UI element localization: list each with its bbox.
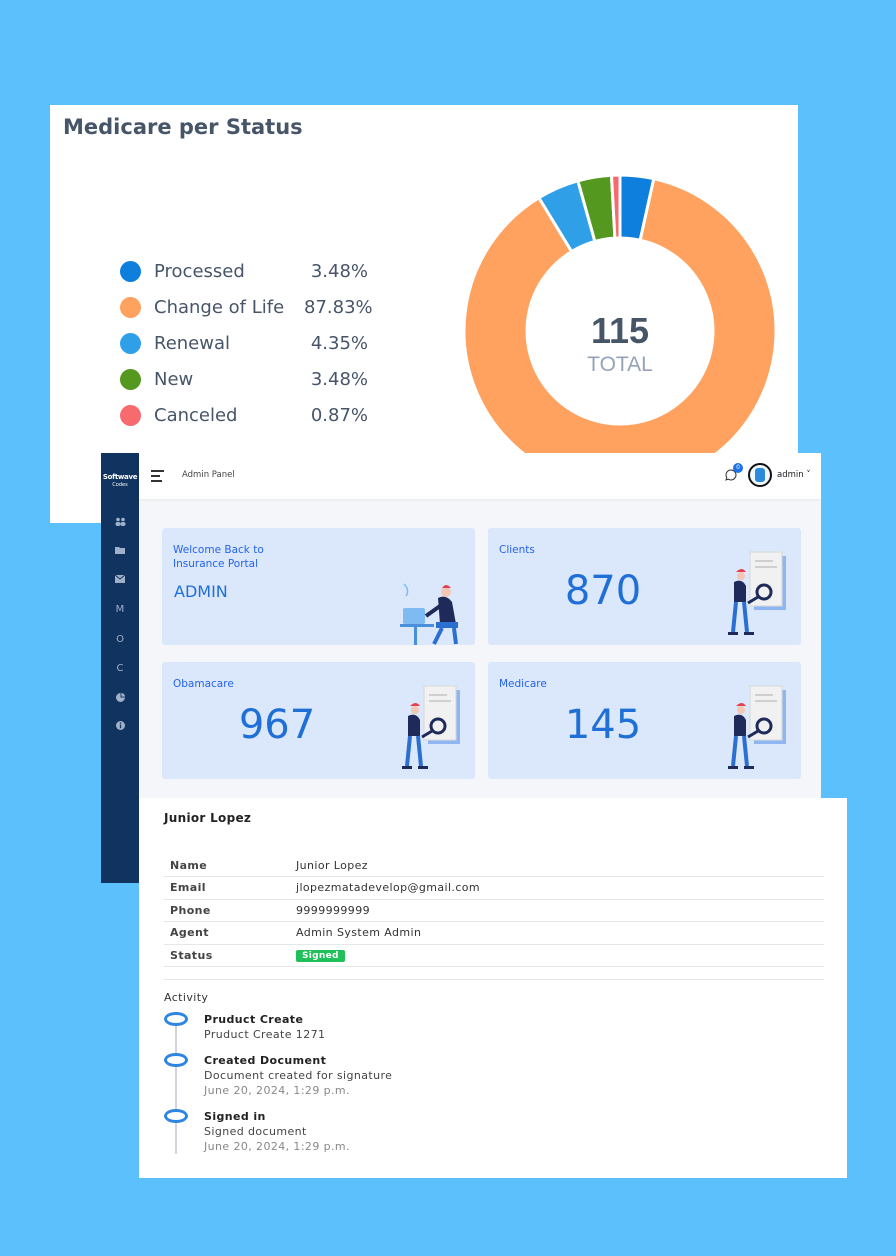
sidebar-folder-icon[interactable] <box>101 546 139 558</box>
activity-date: June 20, 2024, 1:29 p.m. <box>204 1084 350 1097</box>
medicare-count: 145 <box>564 702 642 748</box>
chart-title: Medicare per Status <box>63 115 303 139</box>
clients-count: 870 <box>564 568 642 614</box>
legend-label: Renewal <box>154 332 231 354</box>
sidebar-item-o[interactable]: O <box>116 634 124 645</box>
donut-slice-canceled[interactable] <box>609 173 622 240</box>
sidebar-item-c[interactable]: C <box>116 663 124 674</box>
clients-card[interactable]: Clients 870 <box>488 528 801 645</box>
activity-description: Pruduct Create 1271 <box>204 1028 326 1041</box>
client-info-table: Name Junior Lopez Email jlopezmatadevelo… <box>164 854 824 967</box>
table-row: Phone 9999999999 <box>164 899 824 922</box>
table-row: Name Junior Lopez <box>164 854 824 877</box>
person-at-laptop-illustration <box>400 583 458 645</box>
brand-name: Softwave <box>102 473 138 481</box>
row-key: Phone <box>164 899 296 922</box>
status-badge: Signed <box>296 950 345 963</box>
timeline-line <box>175 1020 177 1154</box>
brand-tagline: Codes <box>112 482 128 488</box>
legend-item[interactable]: Renewal 4.35% <box>120 325 368 361</box>
magnifier-document-illustration <box>728 551 786 635</box>
notification-badge: 0 <box>733 463 743 473</box>
menu-toggle-icon[interactable] <box>151 470 164 485</box>
row-value: Admin System Admin <box>296 921 824 945</box>
clients-label: Clients <box>499 544 535 556</box>
chart-legend: Processed 3.48% Change of Life 87.83% Re… <box>120 253 373 433</box>
activity-title: Signed in <box>204 1110 266 1123</box>
legend-value: 3.48% <box>310 260 368 282</box>
brand-logo[interactable]: Softwave Codes <box>101 473 139 488</box>
legend-swatch <box>120 296 141 318</box>
table-row: Agent Admin System Admin <box>164 921 824 945</box>
row-value: 9999999999 <box>296 899 824 922</box>
legend-label: Canceled <box>154 404 238 426</box>
legend-value: 3.48% <box>310 368 368 390</box>
timeline-dot-icon <box>164 1012 188 1026</box>
row-key: Name <box>164 854 296 877</box>
row-value-cell: Signed <box>296 944 824 967</box>
donut-total-label: TOTAL <box>587 353 653 376</box>
table-row: Email jlopezmatadevelop@gmail.com <box>164 876 824 900</box>
welcome-user-name: ADMIN <box>174 582 228 601</box>
medicare-label: Medicare <box>499 678 547 690</box>
obamacare-label: Obamacare <box>173 678 234 690</box>
medicare-card[interactable]: Medicare 145 <box>488 662 801 779</box>
donut-chart: 115 TOTAL <box>462 173 778 489</box>
legend-swatch <box>120 404 141 426</box>
sidebar-users-icon[interactable] <box>101 517 139 530</box>
row-value: jlopezmatadevelop@gmail.com <box>296 876 824 900</box>
legend-item[interactable]: Canceled 0.87% <box>120 397 368 433</box>
activity-heading: Activity <box>164 991 209 1004</box>
legend-value: 4.35% <box>310 332 368 354</box>
sidebar: Softwave Codes M O C <box>101 453 139 883</box>
sidebar-item-m[interactable]: M <box>115 604 125 615</box>
donut-slice-change-of-life[interactable] <box>462 176 778 489</box>
obamacare-count: 967 <box>238 702 316 748</box>
legend-item[interactable]: Processed 3.48% <box>120 253 368 289</box>
topbar-title: Admin Panel <box>182 470 235 480</box>
user-avatar[interactable] <box>748 463 772 487</box>
row-value: Junior Lopez <box>296 854 824 877</box>
legend-item[interactable]: New 3.48% <box>120 361 368 397</box>
activity-title: Created Document <box>204 1054 327 1067</box>
row-key: Status <box>164 944 296 967</box>
client-detail-card: Junior Lopez Name Junior Lopez Email jlo… <box>139 798 847 1178</box>
sidebar-info-icon[interactable] <box>101 721 139 734</box>
legend-swatch <box>120 368 141 390</box>
divider <box>164 979 824 980</box>
legend-swatch <box>120 260 141 282</box>
activity-date: June 20, 2024, 1:29 p.m. <box>204 1140 350 1153</box>
user-menu[interactable]: admin ˅ <box>777 470 811 480</box>
donut-total-value: 115 <box>591 310 649 351</box>
welcome-label: Welcome Back to Insurance Portal <box>173 544 264 570</box>
sidebar-mail-icon[interactable] <box>101 574 139 587</box>
activity-title: Pruduct Create <box>204 1013 304 1026</box>
welcome-card: Welcome Back to Insurance Portal ADMIN <box>162 528 475 645</box>
legend-swatch <box>120 332 141 354</box>
legend-value: 0.87% <box>310 404 368 426</box>
magnifier-document-illustration <box>728 685 786 769</box>
row-key: Agent <box>164 921 296 945</box>
legend-item[interactable]: Change of Life 87.83% <box>120 289 373 325</box>
row-key: Email <box>164 876 296 900</box>
legend-value: 87.83% <box>304 296 373 318</box>
topbar: Admin Panel 0 admin ˅ <box>139 453 821 499</box>
magnifier-document-illustration <box>402 685 460 769</box>
client-name-heading: Junior Lopez <box>164 811 252 825</box>
timeline-dot-icon <box>164 1053 188 1067</box>
sidebar-pie-chart-icon[interactable] <box>101 693 139 706</box>
table-row: Status Signed <box>164 944 824 967</box>
obamacare-card[interactable]: Obamacare 967 <box>162 662 475 779</box>
notification-chat-icon[interactable] <box>725 469 737 481</box>
timeline-dot-icon <box>164 1109 188 1123</box>
activity-description: Signed document <box>204 1125 307 1138</box>
activity-description: Document created for signature <box>204 1069 393 1082</box>
legend-label: Processed <box>154 260 245 282</box>
legend-label: New <box>154 368 194 390</box>
legend-label: Change of Life <box>154 296 285 318</box>
